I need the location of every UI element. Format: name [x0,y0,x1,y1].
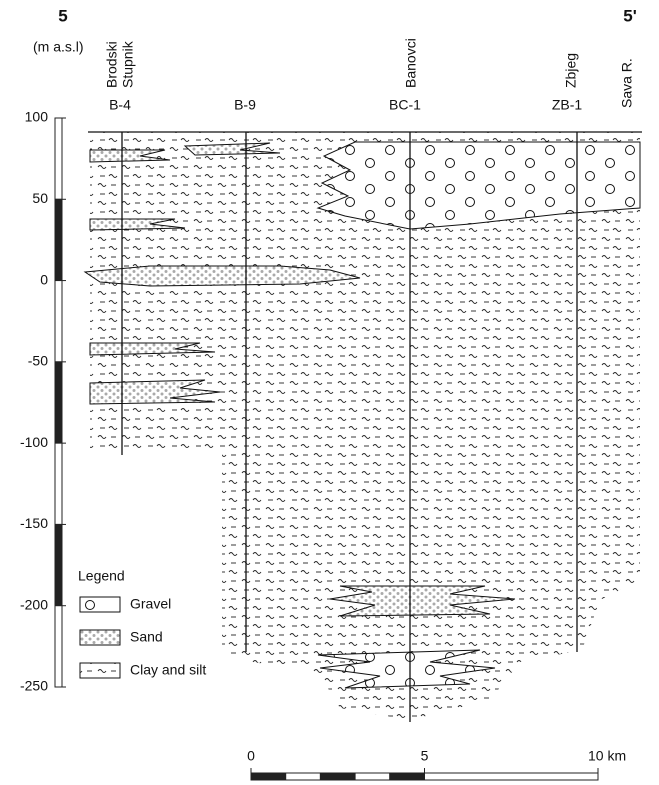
axis-segment [54,605,63,688]
legend-swatch [79,596,121,613]
gravel-lens [317,649,496,689]
scale-segment [250,772,287,781]
axis-segment [54,280,63,363]
scale-bar: 0 5 10 km [247,748,626,781]
borehole-label: BC-1 [389,97,421,113]
legend-swatch [79,629,121,646]
lithology [83,131,642,722]
scale-label: 0 [247,748,255,764]
sand-lens [89,218,186,231]
gravel-lens [316,141,641,230]
scale-label: 5 [421,748,429,764]
scale-label: 10 km [588,748,626,764]
axis-tick-label: -150 [20,515,48,531]
sand-lens [89,342,216,356]
locality: Banovci [403,38,419,88]
sand-lens [89,149,171,163]
borehole-label: B-4 [109,97,131,113]
axis-segment [54,198,63,282]
section-end: 5' [623,6,637,25]
legend-swatch [79,662,121,679]
sand-lens [329,585,516,617]
axis-tick-label: 0 [40,271,48,287]
axis-tick-label: -250 [20,678,48,694]
borehole-label: ZB-1 [552,97,583,113]
sand-lens [83,265,361,287]
axis-tick-label: -100 [20,434,48,450]
axis-segment [54,523,63,607]
borehole-label: B-9 [234,97,256,113]
legend-title: Legend [78,568,125,584]
sand-lens [183,142,281,156]
locality: Sava R. [619,58,635,108]
scale-segment [424,772,599,781]
axis-segment [54,361,63,444]
scale-segment [354,772,391,781]
scale-segment [389,772,425,781]
scale-segment [285,772,321,781]
legend-item: Gravel [130,596,171,612]
axis-tick-label: 50 [32,190,48,206]
locality: Brodski [104,41,120,88]
legend-item: Sand [130,629,163,645]
legend-item: Clay and silt [130,662,206,678]
axis-tick-label: -200 [20,596,48,612]
locality: Stupnik [120,40,136,88]
axis-tick-label: 100 [25,109,49,125]
locality: Zbjeg [563,53,579,88]
axis-label: (m a.s.l) [33,39,84,55]
section-start: 5 [58,6,67,25]
axis-segment [54,442,63,525]
elevation-axis: 100 50 0 -50 -100 -150 -200 -250 [20,109,66,694]
scale-segment [319,772,356,781]
axis-tick-label: -50 [28,353,48,369]
axis-segment [54,117,63,200]
